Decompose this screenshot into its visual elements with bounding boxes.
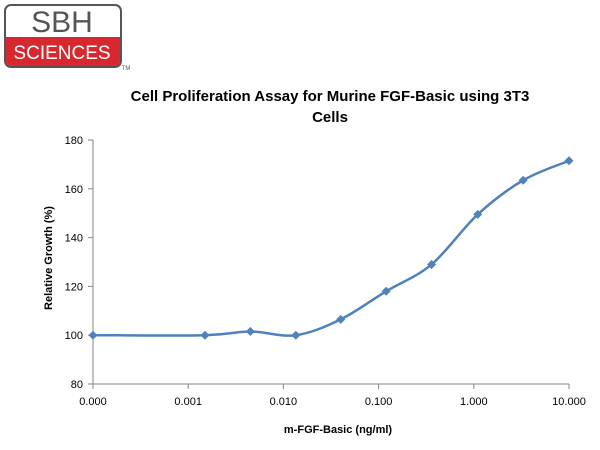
data-point-marker (564, 156, 574, 166)
data-point-marker (200, 330, 210, 340)
data-point-marker (336, 314, 346, 324)
data-point-marker (518, 175, 528, 185)
x-axis-title: m-FGF-Basic (ng/ml) (284, 424, 393, 436)
data-point-marker (381, 286, 391, 296)
y-tick-label: 80 (71, 379, 83, 391)
x-tick-label: 0.100 (365, 396, 393, 408)
y-tick-label: 180 (65, 135, 83, 147)
y-tick-label: 100 (65, 330, 83, 342)
sbh-sciences-logo: SBH SCIENCES TM (4, 4, 131, 70)
x-tick-label: 10.000 (552, 396, 586, 408)
logo-trademark: TM (122, 66, 131, 70)
x-tick-label: 0.010 (270, 396, 298, 408)
chart-title-line-2: Cells (312, 109, 348, 126)
axes: 80 100 120 140 160 180 0.000 0.001 0.010 0.100 1.0… (65, 135, 586, 408)
y-tick-label: 140 (65, 233, 83, 245)
logo-red-band (6, 37, 120, 66)
data-point-marker (88, 330, 98, 340)
data-point-marker (473, 209, 483, 219)
chart-title-line-1: Cell Proliferation Assay for Murine FGF-… (131, 88, 530, 105)
logo-top-text: SBH (31, 6, 93, 39)
y-tick-label: 120 (65, 281, 83, 293)
x-tick-label: 0.001 (174, 396, 202, 408)
data-point-marker (427, 259, 437, 269)
logo-bottom-text: SCIENCES (13, 43, 110, 64)
x-tick-label: 1.000 (460, 396, 488, 408)
series-layer (88, 156, 574, 340)
x-tick-label: 0.000 (79, 396, 107, 408)
series-line (92, 159, 570, 337)
data-point-marker (245, 327, 255, 337)
y-axis-title: Relative Growth (%) (43, 206, 55, 310)
data-point-marker (291, 330, 301, 340)
y-tick-label: 160 (65, 184, 83, 196)
